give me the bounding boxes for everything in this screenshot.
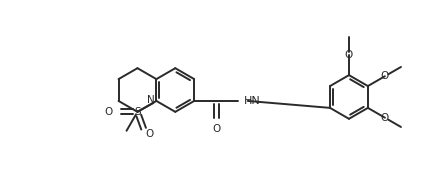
Text: O: O xyxy=(345,51,353,60)
Text: O: O xyxy=(105,107,113,117)
Text: O: O xyxy=(146,129,154,139)
Text: S: S xyxy=(134,107,141,117)
Text: N: N xyxy=(147,95,154,105)
Text: O: O xyxy=(381,113,389,123)
Text: HN: HN xyxy=(244,96,261,106)
Text: O: O xyxy=(212,124,220,134)
Text: O: O xyxy=(381,71,389,81)
